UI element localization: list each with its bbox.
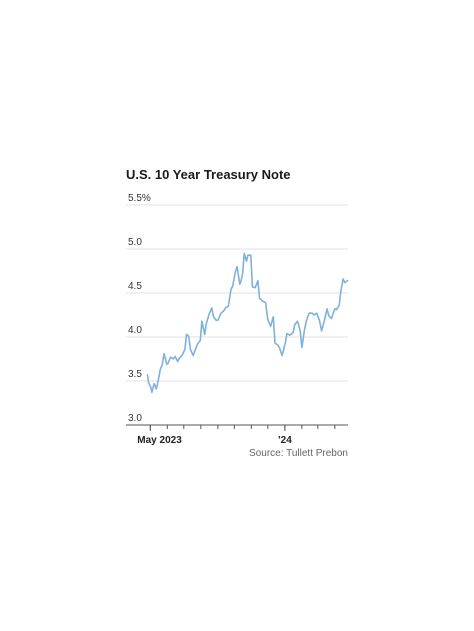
- chart-title: U.S. 10 Year Treasury Note: [126, 167, 291, 182]
- series-layer: [146, 252, 349, 394]
- source-note: Source: Tullett Prebon: [249, 448, 348, 459]
- y-axis-tick-labels: 5.5% 5.0 4.5 4.0 3.5 3.0: [128, 193, 151, 424]
- x-tick-label: ’24: [278, 435, 292, 446]
- x-axis: May 2023 ’24: [126, 424, 348, 446]
- y-tick-label: 5.5%: [128, 193, 151, 204]
- y-tick-label: 4.0: [128, 325, 142, 336]
- series-line: [146, 252, 349, 394]
- y-tick-label: 5.0: [128, 237, 142, 248]
- y-tick-label: 4.5: [128, 281, 142, 292]
- x-tick-label: May 2023: [137, 435, 182, 446]
- y-tick-label: 3.5: [128, 369, 142, 380]
- grid-lines: [126, 204, 348, 382]
- y-tick-label: 3.0: [128, 413, 142, 424]
